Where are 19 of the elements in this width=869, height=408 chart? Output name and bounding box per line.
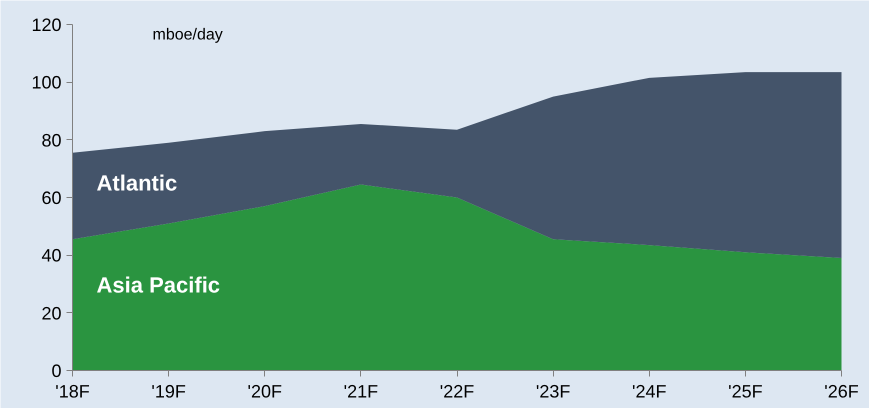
y-tick-label: 60	[41, 188, 62, 208]
y-tick-label: 80	[41, 130, 62, 150]
x-tick-label: '20F	[248, 382, 282, 402]
y-tick-label: 120	[31, 15, 62, 35]
y-tick-label: 20	[41, 303, 62, 324]
x-tick-label: '25F	[728, 382, 763, 402]
x-tick-label: '19F	[151, 382, 186, 402]
series-label: Atlantic	[96, 170, 178, 196]
y-tick-label: 40	[41, 246, 62, 266]
x-tick-label: '23F	[536, 382, 570, 402]
x-tick-label: '21F	[344, 382, 378, 402]
series-label: Asia Pacific	[96, 272, 220, 298]
x-tick-label: '18F	[55, 382, 90, 402]
y-axis-title: mboe/day	[152, 26, 223, 44]
y-tick-label: 100	[31, 72, 62, 93]
x-tick-label: '24F	[632, 382, 666, 402]
y-tick-label: 0	[51, 361, 62, 381]
x-tick-label: '22F	[440, 382, 474, 402]
x-tick-label: '26F	[824, 382, 859, 402]
